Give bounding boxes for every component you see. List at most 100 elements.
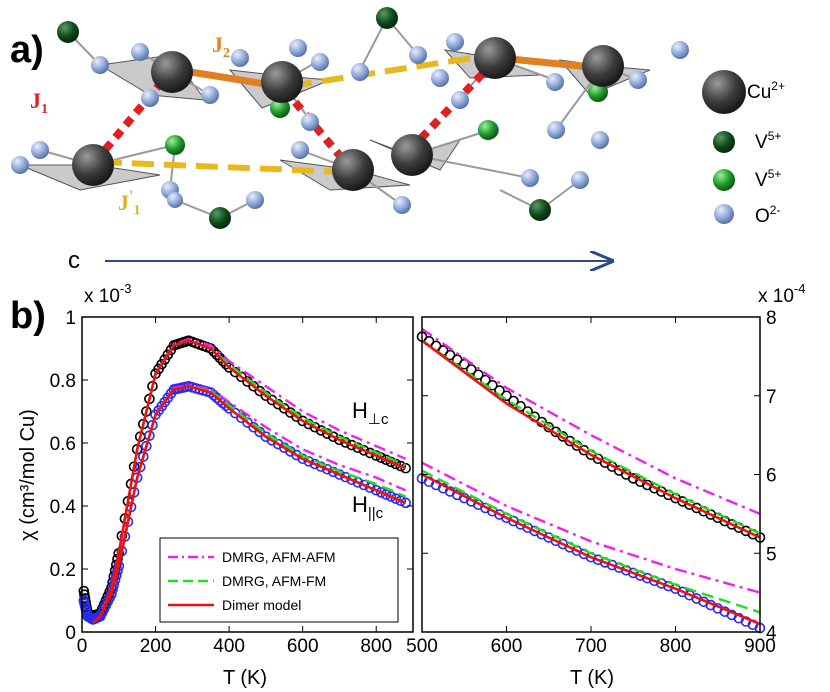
- series-dmrg-afm-fm-perp: [421, 339, 761, 535]
- data-markers-perp-point: [508, 395, 519, 407]
- vanadium-atom-light: [165, 135, 185, 155]
- y-tick-label: 6: [766, 466, 777, 487]
- oxygen-atom: [31, 141, 49, 159]
- chart-left: 0 200 400 600 800 0 0.2 0.4 0.6 0.8 1: [50, 308, 414, 657]
- x-tick-label: 500: [406, 636, 438, 657]
- vanadium-atom-dark: [57, 21, 79, 43]
- vanadium-atoms: [57, 7, 608, 229]
- j1-prime-label: J'1: [118, 188, 140, 218]
- left-y-multiplier: x 10-3: [84, 281, 131, 307]
- oxygen-atom: [246, 191, 264, 209]
- oxygen-atom: [131, 43, 149, 61]
- data-markers-par-point: [380, 489, 392, 500]
- x-tick-label: 700: [575, 636, 607, 657]
- oxygen-atom: [591, 131, 609, 149]
- oxygen-atom: [409, 46, 427, 64]
- j1-prime-bond: [289, 53, 486, 89]
- data-markers-par-point: [400, 497, 411, 509]
- oxygen-atom: [311, 53, 329, 71]
- panel-b-label: b): [10, 295, 46, 337]
- oxygen-atom: [446, 33, 464, 51]
- oxygen-atom: [141, 89, 159, 107]
- j1-prime-bond: [99, 159, 346, 175]
- copper-atom: [582, 45, 624, 87]
- copper-atom: [72, 144, 114, 186]
- vanadium-atom-dark: [376, 7, 398, 29]
- y-tick-label: 1: [65, 308, 76, 329]
- data-markers-perp-point: [375, 452, 387, 464]
- data-markers-par-point: [390, 493, 402, 504]
- data-markers-par-point: [315, 461, 327, 472]
- copper-atom: [391, 134, 433, 176]
- oxygen-atom: [291, 141, 309, 159]
- series-dmrg-afm-afm-perp: [421, 327, 761, 516]
- cu-legend-label: Cu2+: [747, 79, 785, 103]
- oxygen-atom: [571, 171, 589, 189]
- x-tick-label: 800: [660, 636, 692, 657]
- series-dimer-model-perp: [92, 339, 407, 624]
- data-markers-perp-point: [340, 437, 351, 448]
- x-tick-label: 900: [744, 636, 776, 657]
- y-tick-label: 0.6: [50, 434, 76, 455]
- v-dark-legend-label: V5+: [755, 129, 781, 153]
- j1-bond: [91, 75, 169, 165]
- data-markers-par-point: [395, 495, 407, 507]
- series-dimer-model-par: [92, 384, 407, 624]
- data-markers-par-point: [606, 559, 618, 571]
- y-tick-label: 0: [65, 623, 76, 644]
- data-markers-par-point: [642, 572, 653, 584]
- oxygen-atom: [629, 71, 647, 89]
- data-markers-perp-point: [400, 462, 411, 474]
- data-markers-par-point: [385, 491, 397, 502]
- h-perp-annotation: H⊥c: [352, 398, 389, 428]
- oxygen-atom: [547, 121, 565, 139]
- oxygen-atom: [393, 196, 411, 214]
- oxygen-atom: [671, 41, 689, 59]
- oxygen-atom: [91, 56, 109, 74]
- y-tick-label: 4: [766, 623, 777, 644]
- x-tick-label: 600: [491, 636, 523, 657]
- data-markers-perp-point: [395, 460, 407, 472]
- oxygen-atom: [11, 156, 29, 174]
- x-axis-title-left: T (K): [223, 667, 267, 689]
- copper-atom: [261, 61, 303, 103]
- v-light-legend-label: V5+: [755, 167, 781, 191]
- copper-atoms: [72, 37, 624, 191]
- atom-legend: Cu2+ V5+ V5+ O2-: [702, 70, 785, 227]
- v-dark-legend-icon: [713, 131, 735, 153]
- oxygen-atom: [167, 192, 183, 208]
- plot-frame: [81, 316, 414, 633]
- series-dmrg-afm-fm-par: [421, 469, 761, 614]
- crystal-structure-panel: a): [10, 7, 785, 274]
- legend-label-afm-afm: DMRG, AFM-AFM: [222, 549, 336, 565]
- data-markers-perp-point: [473, 369, 484, 381]
- o-legend-icon: [714, 204, 734, 224]
- series-dimer-model-par: [421, 473, 761, 626]
- susceptibility-panel: b) x 10-3 x 10-4 χ (cm³/mol Cu) 0 200 400 6…: [10, 281, 805, 689]
- o-legend-label: O2-: [755, 203, 780, 227]
- y-tick-label: 8: [766, 308, 777, 329]
- data-markers-par-point: [627, 567, 639, 579]
- oxygen-atom: [201, 86, 219, 104]
- oxygen-atom: [431, 69, 449, 87]
- data-markers-par-point: [375, 487, 387, 498]
- oxygen-atom: [521, 169, 539, 187]
- data-markers-par-point: [340, 471, 351, 483]
- right-y-multiplier: x 10-4: [758, 281, 805, 307]
- x-tick-label: 400: [213, 636, 245, 657]
- y-tick-label: 0.2: [50, 560, 76, 581]
- x-tick-label: 600: [287, 636, 319, 657]
- data-markers-perp-point: [205, 343, 217, 354]
- vanadium-atom-dark: [529, 199, 551, 221]
- y-tick-label: 5: [766, 544, 777, 565]
- oxygen-atom: [351, 63, 369, 81]
- c-axis-label: c: [68, 247, 80, 274]
- oxygen-atom: [451, 91, 469, 109]
- series-dmrg-afm-afm-par: [421, 461, 761, 594]
- y-tick-label: 0.4: [50, 497, 77, 518]
- y-axis-title: χ (cm³/mol Cu): [17, 409, 39, 541]
- panel-a-label: a): [10, 29, 44, 71]
- j1-label: J1: [30, 88, 48, 117]
- x-tick-label: 0: [77, 636, 88, 657]
